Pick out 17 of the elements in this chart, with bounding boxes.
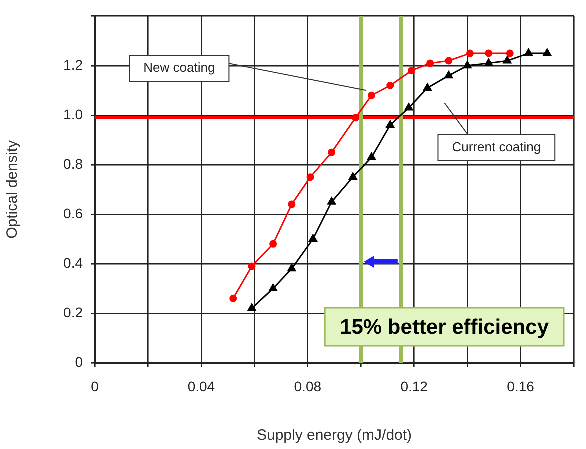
y-tick-label: 1.0 (64, 106, 84, 122)
y-tick-label: 0.6 (64, 205, 84, 222)
x-tick-label: 0.16 (507, 378, 535, 394)
x-tick-label: 0.04 (188, 378, 216, 394)
annotation: Current coating (452, 140, 542, 155)
y-tick-label: 0.4 (64, 254, 84, 271)
annotation: New coating (144, 60, 216, 76)
x-tick-label: 0 (91, 378, 100, 394)
y-tick-label: 0.2 (64, 304, 84, 320)
y-tick-label: 0.8 (64, 156, 84, 172)
x-tick-label: 0.08 (294, 378, 322, 394)
x-tick-label: 0.12 (400, 378, 428, 394)
x-axis-title: Supply energy (mJ/dot) (256, 427, 412, 444)
y-tick-label: 0 (75, 354, 84, 370)
y-axis-title: Optical density (4, 140, 22, 239)
annotation: 15% better efficiency (340, 316, 550, 339)
y-tick-label: 1.2 (64, 56, 84, 73)
